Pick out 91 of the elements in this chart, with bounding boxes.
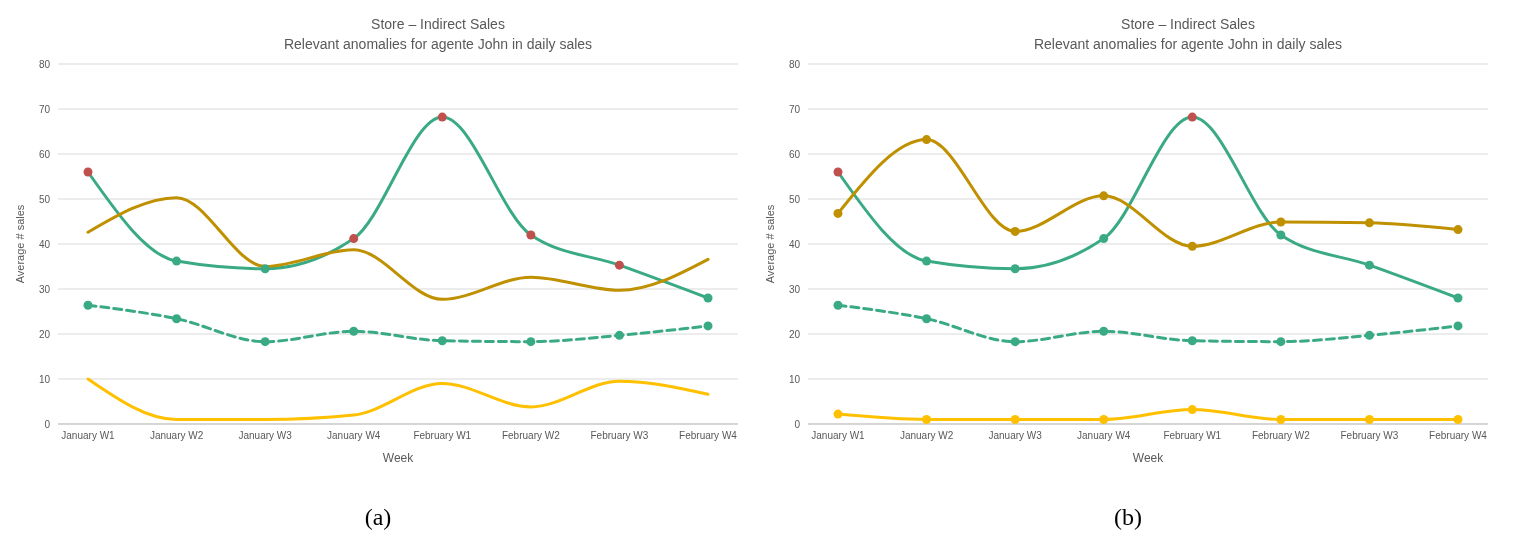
point (526, 337, 536, 347)
point (1364, 415, 1374, 424)
text: (b) (1113, 504, 1143, 531)
x-tick-label: February W3 (590, 430, 649, 442)
point (833, 300, 843, 310)
point (703, 321, 713, 331)
chart-title: Store – Indirect Sales (1120, 15, 1256, 34)
line-series (86, 196, 710, 301)
x-tick-label: January W4 (327, 430, 381, 442)
point (1187, 241, 1197, 251)
point (833, 409, 843, 419)
point (172, 314, 182, 324)
y-tick-label: 20 (38, 328, 51, 340)
point (1453, 321, 1463, 331)
point (1187, 336, 1197, 346)
point (1276, 230, 1286, 240)
point (83, 167, 93, 177)
y-tick-label: 10 (788, 373, 801, 385)
point (922, 256, 932, 266)
y-tick-label: 10 (38, 373, 51, 385)
x-tick-label: February W1 (1163, 430, 1222, 442)
point (1010, 337, 1020, 347)
point (1099, 234, 1109, 244)
y-tick-label: 50 (38, 193, 51, 205)
point (437, 112, 447, 122)
point (922, 314, 932, 324)
point (1364, 330, 1374, 340)
point (349, 234, 359, 244)
y-tick-label: 50 (788, 193, 801, 205)
point (1453, 293, 1463, 303)
point (1364, 260, 1374, 270)
y-tick-label: 60 (38, 148, 51, 160)
x-axis-title: Week (382, 451, 415, 465)
point (1010, 264, 1020, 274)
point (922, 135, 932, 145)
x-tick-label: February W4 (1429, 430, 1488, 442)
point (1453, 225, 1463, 235)
point (1453, 415, 1463, 424)
x-tick-label: February W4 (679, 430, 738, 442)
point (614, 330, 624, 340)
point (1276, 217, 1286, 227)
x-tick-label: January W4 (1077, 430, 1131, 442)
y-tick-label: 80 (788, 58, 801, 70)
x-tick-label: February W2 (1251, 430, 1311, 442)
point (1276, 337, 1286, 347)
y-tick-label: 40 (38, 238, 51, 250)
y-tick-label: 70 (38, 103, 51, 115)
y-tick-label: 40 (788, 238, 801, 250)
y-tick-label: 80 (38, 58, 51, 70)
y-tick-label: 30 (788, 283, 801, 295)
point (437, 336, 447, 346)
point (1099, 191, 1109, 201)
point (83, 300, 93, 310)
point (349, 326, 359, 336)
point (1099, 415, 1109, 424)
y-tick-label: 0 (44, 418, 51, 430)
x-axis-title: Week (1132, 451, 1165, 465)
x-tick-label: February W3 (1340, 430, 1399, 442)
x-tick-label: February W1 (413, 430, 472, 442)
x-tick-label: January W1 (811, 430, 866, 442)
point (922, 415, 932, 424)
x-tick-label: January W3 (238, 430, 293, 442)
point (1364, 218, 1374, 228)
point (1099, 326, 1109, 336)
point (833, 167, 843, 177)
x-tick-label: January W2 (899, 430, 954, 442)
text: (a) (363, 504, 393, 531)
x-tick-label: January W1 (61, 430, 116, 442)
x-tick-label: February W2 (501, 430, 561, 442)
y-tick-label: 60 (788, 148, 801, 160)
point (1187, 405, 1197, 415)
y-tick-label: 0 (794, 418, 801, 430)
point (614, 260, 624, 270)
point (1010, 415, 1020, 424)
y-axis-title: Average # sales (13, 204, 26, 284)
point (260, 337, 270, 347)
y-tick-label: 20 (788, 328, 801, 340)
y-tick-label: 30 (38, 283, 51, 295)
y-axis-title: Average # sales (763, 204, 776, 284)
point (526, 230, 536, 240)
point (1276, 415, 1286, 424)
point (1187, 112, 1197, 122)
chart-subtitle: Relevant anomalies for agente John in daily sales (1032, 35, 1344, 54)
chart-subtitle: Relevant anomalies for agente John in daily sales (282, 35, 594, 54)
point (833, 208, 843, 218)
x-tick-label: January W3 (988, 430, 1043, 442)
x-tick-label: January W2 (149, 430, 204, 442)
line-series (86, 377, 710, 421)
y-tick-label: 70 (788, 103, 801, 115)
chart-title: Store – Indirect Sales (370, 15, 506, 34)
point (1010, 226, 1020, 236)
